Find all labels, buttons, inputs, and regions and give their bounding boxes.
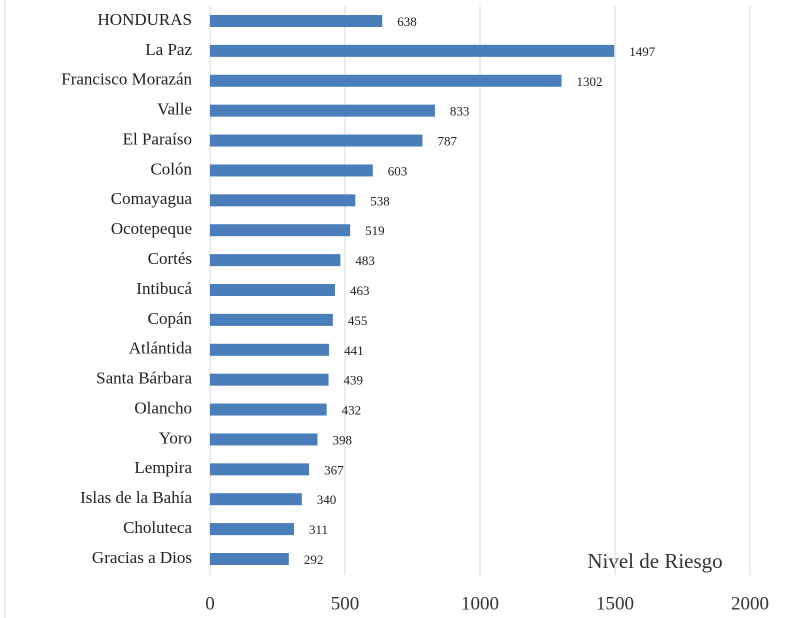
data-label: 455 bbox=[348, 313, 368, 328]
y-tick-label: Francisco Morazán bbox=[61, 70, 192, 89]
y-tick-label: Valle bbox=[157, 100, 192, 119]
data-label: 367 bbox=[324, 462, 344, 477]
y-tick-label: Islas de la Bahía bbox=[80, 488, 192, 507]
data-label: 638 bbox=[397, 14, 417, 29]
y-tick-label: Yoro bbox=[159, 428, 192, 447]
data-label: 439 bbox=[344, 373, 364, 388]
bar bbox=[210, 523, 294, 536]
bar bbox=[210, 44, 615, 57]
y-tick-label: Ocotepeque bbox=[111, 219, 192, 238]
bar bbox=[210, 463, 310, 476]
bar bbox=[210, 313, 333, 326]
data-label: 787 bbox=[437, 134, 457, 149]
bar bbox=[210, 104, 435, 117]
data-label: 833 bbox=[450, 104, 470, 119]
data-label: 432 bbox=[342, 403, 362, 418]
bar bbox=[210, 15, 383, 27]
data-label: 463 bbox=[350, 283, 370, 298]
x-tick-label: 2000 bbox=[731, 593, 769, 614]
data-label: 1497 bbox=[629, 44, 656, 59]
data-label: 292 bbox=[304, 552, 324, 567]
data-label: 519 bbox=[365, 223, 385, 238]
x-axis-label: Nivel de Riesgo bbox=[587, 549, 722, 573]
bar bbox=[210, 553, 289, 565]
y-tick-label: Gracias a Dios bbox=[92, 548, 192, 567]
y-tick-label: Cortés bbox=[148, 249, 192, 268]
y-tick-label: Lempira bbox=[134, 458, 192, 477]
data-label: 603 bbox=[388, 163, 408, 178]
data-label: 441 bbox=[344, 343, 364, 358]
y-tick-label: Colón bbox=[150, 159, 192, 178]
y-tick-label: Olancho bbox=[134, 398, 192, 417]
y-tick-label: Santa Bárbara bbox=[96, 369, 192, 388]
bar bbox=[210, 493, 302, 506]
data-label: 483 bbox=[355, 253, 375, 268]
y-tick-label: Atlántida bbox=[129, 339, 193, 358]
bar bbox=[210, 373, 329, 386]
y-tick-label: Comayagua bbox=[111, 189, 193, 208]
bar bbox=[210, 74, 562, 87]
bar bbox=[210, 433, 318, 446]
x-tick-label: 1000 bbox=[461, 593, 499, 614]
bar bbox=[210, 343, 330, 356]
bar bbox=[210, 194, 356, 207]
data-label: 538 bbox=[370, 193, 390, 208]
bar bbox=[210, 164, 373, 177]
x-tick-label: 500 bbox=[331, 593, 360, 614]
y-tick-label: Choluteca bbox=[123, 518, 192, 537]
y-tick-label: Intibucá bbox=[136, 279, 192, 298]
y-tick-label: La Paz bbox=[145, 40, 192, 59]
y-tick-label: HONDURAS bbox=[98, 10, 192, 29]
data-label: 340 bbox=[317, 492, 337, 507]
data-label: 1302 bbox=[577, 74, 603, 89]
bar bbox=[210, 254, 341, 267]
y-tick-label: Copán bbox=[148, 309, 193, 328]
bar bbox=[210, 224, 351, 237]
data-label: 398 bbox=[332, 432, 352, 447]
bar bbox=[210, 403, 327, 416]
data-label: 311 bbox=[309, 522, 328, 537]
bar bbox=[210, 134, 423, 147]
y-tick-label: El Paraíso bbox=[123, 129, 192, 148]
x-tick-label: 0 bbox=[205, 593, 215, 614]
bar bbox=[210, 284, 336, 296]
x-tick-label: 1500 bbox=[596, 593, 634, 614]
